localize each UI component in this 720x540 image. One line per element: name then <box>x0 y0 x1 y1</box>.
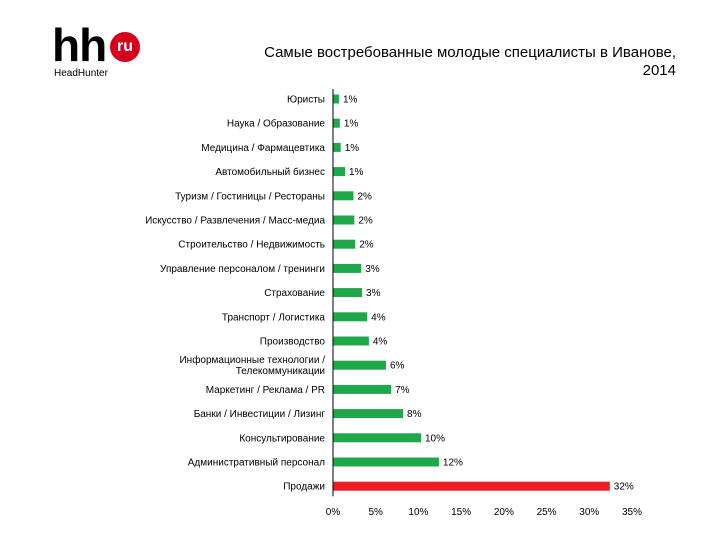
bar <box>333 336 369 346</box>
value-label: 32% <box>614 482 634 493</box>
value-label: 2% <box>359 240 374 251</box>
bar <box>333 288 363 298</box>
bar <box>333 94 339 104</box>
category-label: Автомобильный бизнес <box>215 166 325 178</box>
category-label: Искусство / Развлечения / Масс-медиа <box>145 216 325 227</box>
bar <box>333 384 392 394</box>
category-label: Информационные технологии / Телекоммуника… <box>179 354 325 377</box>
x-tick-label: 10% <box>408 507 428 518</box>
category-label: Строительство / Недвижимость <box>178 240 325 251</box>
category-label: Юристы <box>287 95 325 106</box>
value-label: 10% <box>425 433 445 444</box>
value-label: 7% <box>395 385 410 396</box>
value-label: 12% <box>443 458 463 469</box>
bar <box>333 239 356 249</box>
value-label: 2% <box>358 216 373 227</box>
bar <box>333 457 439 467</box>
bar <box>333 215 355 225</box>
category-label: Банки / Инвестиции / Лизинг <box>194 409 326 420</box>
value-label: 4% <box>373 337 388 348</box>
bar <box>333 118 340 128</box>
category-label: Продажи <box>283 482 325 493</box>
chart-title: Самые востребованные молодые специалисты… <box>264 44 676 79</box>
category-label: Производство <box>260 337 326 348</box>
logo-caption: HeadHunter <box>54 68 108 79</box>
category-label: Туризм / Гостиницы / Рестораны <box>175 191 325 202</box>
bar <box>333 312 368 322</box>
x-tick-label: 25% <box>537 507 557 518</box>
x-tick-label: 30% <box>579 507 599 518</box>
category-label: Управление персоналом / тренинги <box>160 264 325 275</box>
category-label: Страхование <box>264 288 325 299</box>
bar <box>333 481 610 491</box>
logo-hh-text: hh <box>52 19 107 71</box>
x-tick-label: 20% <box>494 507 514 518</box>
category-label: Наука / Образование <box>227 118 326 130</box>
value-label: 2% <box>358 191 373 202</box>
value-label: 1% <box>349 167 364 178</box>
category-label: Консультирование <box>239 433 325 444</box>
value-label: 6% <box>390 361 405 372</box>
category-label: Транспорт / Логистика <box>222 312 326 323</box>
value-label: 1% <box>345 143 360 154</box>
bar <box>333 433 421 443</box>
x-tick-label: 5% <box>368 507 383 518</box>
category-label: Маркетинг / Реклама / PR <box>206 385 325 396</box>
x-tick-label: 0% <box>326 507 341 518</box>
value-label: 3% <box>365 264 380 275</box>
logo-ru-badge: ru <box>110 32 140 62</box>
value-label: 1% <box>343 95 358 106</box>
bar <box>333 360 386 370</box>
bar <box>333 263 362 273</box>
bar <box>333 142 341 152</box>
bar <box>333 167 345 177</box>
value-label: 1% <box>344 119 359 130</box>
value-label: 3% <box>366 288 381 299</box>
value-label: 4% <box>371 312 386 323</box>
x-tick-label: 15% <box>451 507 471 518</box>
x-tick-label: 35% <box>622 507 642 518</box>
category-label: Медицина / Фармацевтика <box>201 143 325 154</box>
category-label: Административный персонал <box>188 458 325 469</box>
bar <box>333 191 354 201</box>
bar <box>333 409 404 419</box>
headhunter-logo: hh ru HeadHunter <box>52 22 148 82</box>
value-label: 8% <box>407 409 422 420</box>
